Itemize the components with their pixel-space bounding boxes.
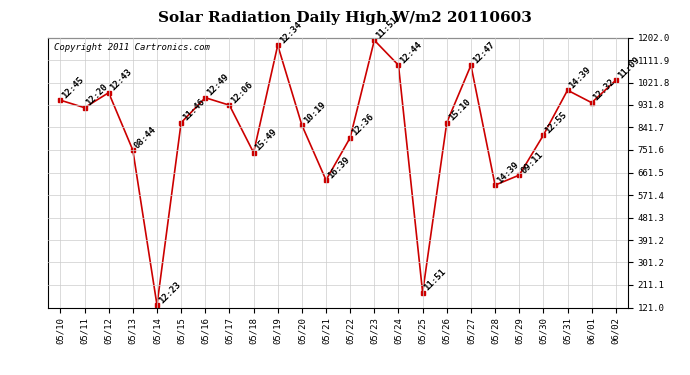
Text: 12:23: 12:23 bbox=[157, 280, 182, 305]
Text: 14:39: 14:39 bbox=[567, 65, 593, 90]
Text: 12:55: 12:55 bbox=[544, 110, 569, 135]
Text: 14:39: 14:39 bbox=[495, 160, 520, 185]
Text: 11:51: 11:51 bbox=[422, 267, 448, 292]
Text: 12:36: 12:36 bbox=[350, 112, 375, 138]
Text: 11:46: 11:46 bbox=[181, 97, 206, 123]
Text: 12:49: 12:49 bbox=[206, 72, 230, 98]
Text: 12:06: 12:06 bbox=[229, 80, 255, 105]
Text: 12:47: 12:47 bbox=[471, 40, 496, 65]
Text: 12:43: 12:43 bbox=[109, 68, 134, 93]
Text: 12:34: 12:34 bbox=[277, 20, 303, 45]
Text: 12:45: 12:45 bbox=[61, 75, 86, 100]
Text: 15:10: 15:10 bbox=[447, 97, 472, 123]
Text: 08:44: 08:44 bbox=[132, 125, 158, 150]
Text: 12:20: 12:20 bbox=[85, 82, 110, 108]
Text: 16:39: 16:39 bbox=[326, 155, 351, 180]
Text: 11:09: 11:09 bbox=[615, 55, 641, 80]
Text: 12:32: 12:32 bbox=[591, 77, 617, 103]
Text: 15:49: 15:49 bbox=[254, 127, 279, 153]
Text: Solar Radiation Daily High W/m2 20110603: Solar Radiation Daily High W/m2 20110603 bbox=[158, 11, 532, 25]
Text: 12:44: 12:44 bbox=[398, 40, 424, 65]
Text: 11:51: 11:51 bbox=[374, 15, 400, 40]
Text: Copyright 2011 Cartronics.com: Copyright 2011 Cartronics.com bbox=[54, 43, 210, 52]
Text: 10:19: 10:19 bbox=[302, 100, 327, 125]
Text: 09:11: 09:11 bbox=[519, 150, 544, 175]
